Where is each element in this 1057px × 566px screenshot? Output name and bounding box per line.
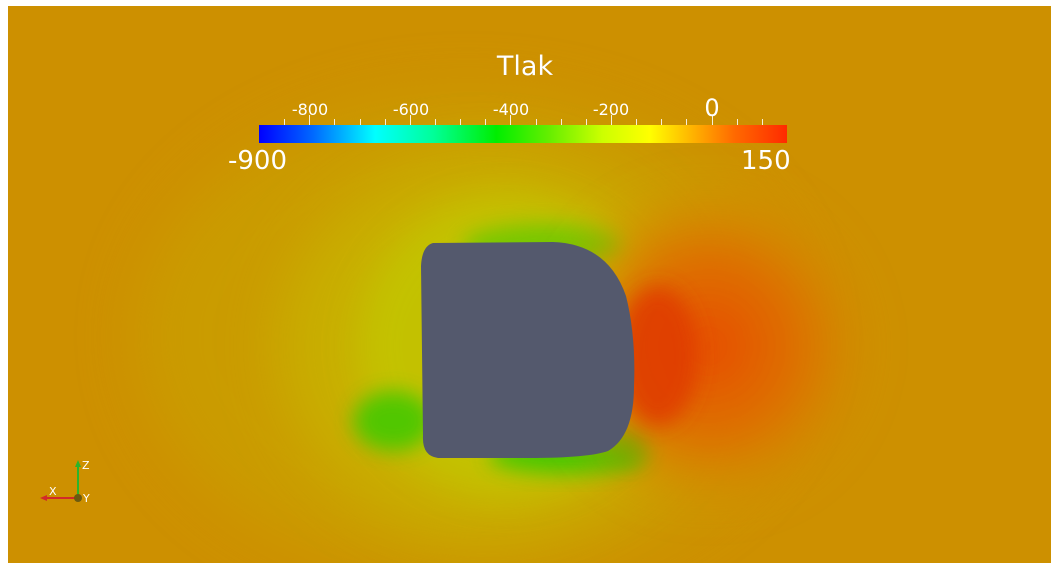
colorbar-gradient xyxy=(259,125,787,143)
vehicle-body xyxy=(421,242,635,458)
z-axis-arrow xyxy=(75,460,81,467)
colorbar-minor-tick xyxy=(485,119,486,125)
colorbar-major-tick xyxy=(410,115,411,125)
colorbar-minor-tick xyxy=(460,119,461,125)
colorbar-minor-tick xyxy=(334,119,335,125)
colorbar-minor-tick xyxy=(661,119,662,125)
colorbar-minor-tick xyxy=(636,119,637,125)
render-viewport[interactable]: Tlak -800 -600 -400 -200 0 -900 150 Z Y … xyxy=(8,6,1051,563)
tick-label-zero: 0 xyxy=(704,94,720,122)
colorbar-minor-tick xyxy=(762,119,763,125)
colorbar-minor-tick xyxy=(435,119,436,125)
colorbar-major-tick xyxy=(712,115,713,125)
colorbar-minor-tick xyxy=(686,119,687,125)
colorbar-major-tick xyxy=(309,115,310,125)
tick-label-minus-200: -200 xyxy=(592,100,630,119)
colorbar-title: Tlak xyxy=(496,51,554,82)
colorbar-minor-tick xyxy=(284,119,285,125)
tick-label-minus-600: -600 xyxy=(392,100,430,119)
colorbar-minor-tick xyxy=(360,119,361,125)
colorbar-max-label: 150 xyxy=(741,146,791,176)
colorbar-min-label: -900 xyxy=(228,146,288,176)
tick-label-minus-400: -400 xyxy=(492,100,530,119)
x-axis-label: X xyxy=(49,485,57,498)
colorbar-minor-tick xyxy=(536,119,537,125)
axes-orientation-triad: Z Y X xyxy=(40,459,90,505)
colorbar-major-tick xyxy=(510,115,511,125)
colorbar-minor-tick xyxy=(385,119,386,125)
y-axis-dot xyxy=(74,494,82,502)
colorbar-minor-tick xyxy=(737,119,738,125)
x-axis-arrow xyxy=(40,495,47,501)
z-axis-label: Z xyxy=(82,459,90,472)
colorbar-major-tick xyxy=(611,115,612,125)
pressure-field-plot xyxy=(8,6,1051,563)
y-axis-label: Y xyxy=(82,492,90,505)
tick-label-minus-800: -800 xyxy=(291,100,329,119)
colorbar-minor-tick xyxy=(561,119,562,125)
colorbar-minor-tick xyxy=(586,119,587,125)
